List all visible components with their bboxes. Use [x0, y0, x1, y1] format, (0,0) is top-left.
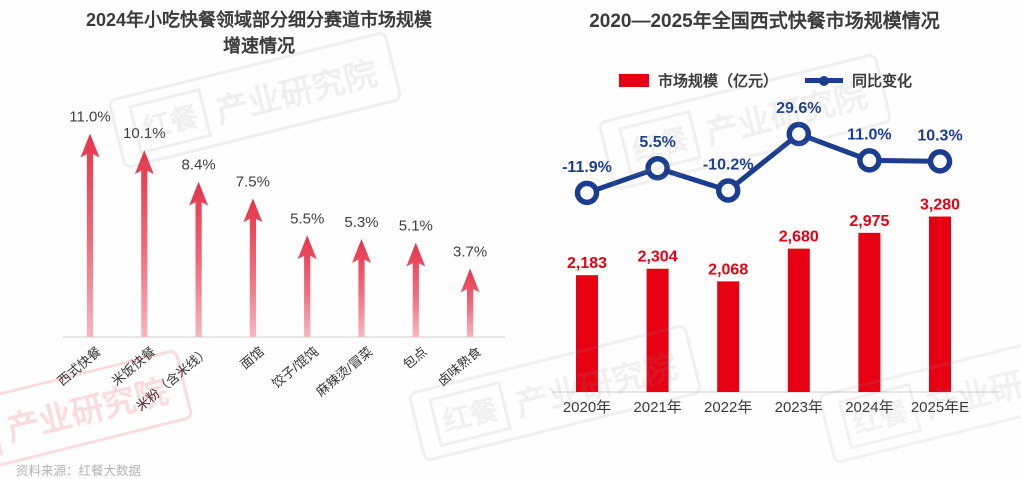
category-label: 面馆 [237, 344, 267, 372]
bar-2021年 [646, 268, 669, 392]
data-source-note: 资料来源：红餐大数据 [16, 464, 142, 478]
line-value-label: 29.6% [776, 100, 821, 117]
left-chart-title-line2: 增速情况 [223, 36, 295, 57]
value-label: 8.4% [181, 157, 215, 174]
growth-arrow-面馆 [243, 198, 263, 337]
line-value-label: -11.9% [562, 159, 612, 176]
x-axis-label: 2022年 [704, 399, 752, 416]
value-label: 5.5% [290, 210, 324, 227]
bar-2025年E [929, 216, 951, 392]
growth-arrow-米粉（含米线） [189, 181, 209, 337]
line-series-marker-icon [805, 75, 843, 86]
line-marker-2022年 [715, 178, 741, 203]
bar-2022年 [717, 281, 740, 392]
value-label: 5.3% [344, 214, 378, 231]
x-axis-label: 2020年 [563, 399, 611, 416]
line-value-label: 11.0% [847, 126, 891, 143]
x-axis-label: 2021年 [633, 399, 681, 416]
bar-2024年 [858, 232, 881, 392]
line-marker-2023年 [786, 121, 812, 147]
category-label: 包点 [400, 344, 430, 372]
left-chart-title-line1: 2024年小吃快餐领域部分细分赛道市场规模 [85, 10, 433, 30]
bar-value-label: 2,975 [849, 213, 889, 230]
x-axis-label: 2023年 [775, 399, 823, 416]
line-value-label: 10.3% [917, 127, 962, 144]
value-label: 10.1% [123, 125, 166, 142]
legend: 市场规模（亿元） 同比变化 [510, 70, 1021, 91]
growth-rate-arrow-chart: 11.0%西式快餐10.1%米饭快餐8.4%米粉（含米线）7.5%面馆5.5%饺… [54, 109, 505, 414]
category-label: 饺子/馄饨 [269, 344, 321, 391]
category-label: 卤味熟食 [435, 344, 484, 389]
right-chart-title: 2020—2025年全国西式快餐市场规模情况 [589, 11, 940, 32]
growth-arrow-西式快餐 [80, 133, 100, 337]
line-marker-2024年 [857, 148, 882, 173]
growth-arrow-卤味熟食 [460, 268, 480, 337]
line-marker-2020年 [574, 180, 600, 206]
line-value-label: -10.2% [703, 156, 754, 173]
market-size-bar-line-chart: 2,183 2020年 2,304 2021年 2,068 2022年 2,680 2023年… [552, 100, 1000, 416]
x-axis-label: 2024年 [845, 399, 893, 416]
bar-value-label: 2,183 [567, 255, 607, 272]
category-label: 米饭快餐 [109, 344, 158, 389]
line-series-legend-label: 同比变化 [852, 73, 913, 90]
line-value-label: 5.5% [639, 134, 675, 151]
bar-value-label: 2,068 [708, 261, 748, 278]
bar-value-label: 3,280 [920, 197, 960, 214]
growth-arrow-饺子/馄饨 [297, 235, 317, 337]
line-marker-2025年E [927, 149, 953, 174]
line-marker-2021年 [645, 155, 670, 181]
value-label: 3.7% [453, 244, 487, 261]
category-label: 麻辣烫/冒菜 [313, 344, 375, 400]
bar-2020年 [576, 275, 598, 392]
growth-arrow-米饭快餐 [134, 150, 154, 337]
x-axis-label: 2025年E [911, 399, 969, 416]
bar-value-label: 2,680 [779, 229, 819, 246]
value-label: 11.0% [69, 109, 110, 126]
left-chart-title: 2024年小吃快餐领域部分细分赛道市场规模 增速情况 [14, 7, 504, 59]
value-label: 7.5% [236, 173, 270, 190]
bar-2023年 [787, 248, 810, 392]
bar-series-swatch-icon [618, 74, 649, 87]
growth-arrow-麻辣烫/冒菜 [352, 238, 371, 337]
bar-value-label: 2,304 [638, 249, 678, 266]
bar-series-legend-label: 市场规模（亿元） [657, 73, 778, 90]
growth-arrow-包点 [406, 242, 426, 337]
category-label: 西式快餐 [54, 344, 103, 389]
value-label: 5.1% [399, 218, 433, 235]
